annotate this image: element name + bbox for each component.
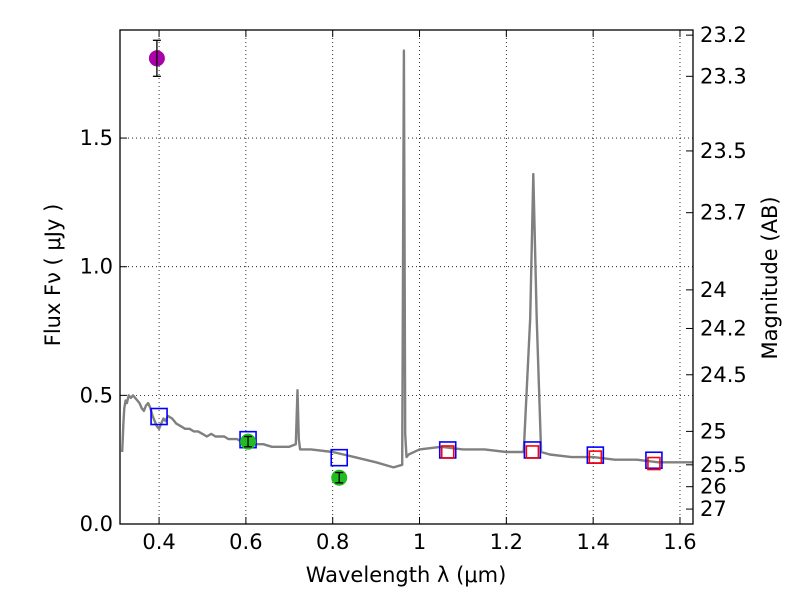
tick-layer: 0.4 0.6 0.8 1 1.2 1.4 1.6 0.0 0.5 1.0 1.5 23.2 23.3 2… bbox=[80, 23, 747, 554]
x-tick-label: 1.2 bbox=[490, 530, 523, 554]
y-tick-label: 0.5 bbox=[80, 383, 113, 407]
mag-tick-label: 23.2 bbox=[700, 23, 747, 47]
plot-frame bbox=[119, 29, 694, 525]
mag-tick-label: 26 bbox=[700, 475, 727, 499]
model-photometry-square bbox=[150, 407, 168, 426]
x-tick-label: 0.4 bbox=[142, 530, 175, 554]
mag-tick-label: 27 bbox=[700, 497, 727, 521]
plot-area bbox=[121, 39, 693, 486]
data-layer bbox=[121, 39, 693, 486]
x-axis-title: Wavelength λ (μm) bbox=[306, 563, 507, 587]
model-photometry-square bbox=[645, 451, 663, 470]
x-tick-label: 0.8 bbox=[316, 530, 349, 554]
x-tick-label: 1.6 bbox=[663, 530, 696, 554]
mag-tick-label: 24.2 bbox=[700, 316, 747, 340]
observed-photometry-square bbox=[647, 456, 661, 471]
mag-tick-label: 23.3 bbox=[700, 64, 747, 88]
observed-photometry-square bbox=[588, 450, 603, 464]
y-right-axis-title: Magnitude (AB) bbox=[758, 196, 782, 359]
mag-tick-label: 24.5 bbox=[700, 363, 747, 387]
x-tick-label: 1.4 bbox=[576, 530, 609, 554]
x-tick-label: 1 bbox=[413, 530, 426, 554]
observed-photometry-square bbox=[525, 445, 540, 459]
y-tick-label: 1.0 bbox=[80, 255, 113, 279]
y-tick-label: 1.5 bbox=[80, 126, 113, 150]
mag-tick-label: 25 bbox=[700, 419, 727, 443]
x-tick-label: 0.6 bbox=[229, 530, 262, 554]
y-axis-title: Flux Fν ( μJy ) bbox=[41, 204, 65, 347]
model-photometry-square bbox=[330, 448, 349, 467]
mag-tick-label: 23.7 bbox=[700, 201, 747, 225]
mag-tick-label: 23.5 bbox=[700, 139, 747, 163]
observed-photometry-square bbox=[440, 445, 455, 459]
mag-tick-label: 25.5 bbox=[700, 453, 747, 477]
y-tick-label: 0.0 bbox=[80, 512, 113, 536]
mag-tick-label: 24 bbox=[700, 278, 727, 302]
